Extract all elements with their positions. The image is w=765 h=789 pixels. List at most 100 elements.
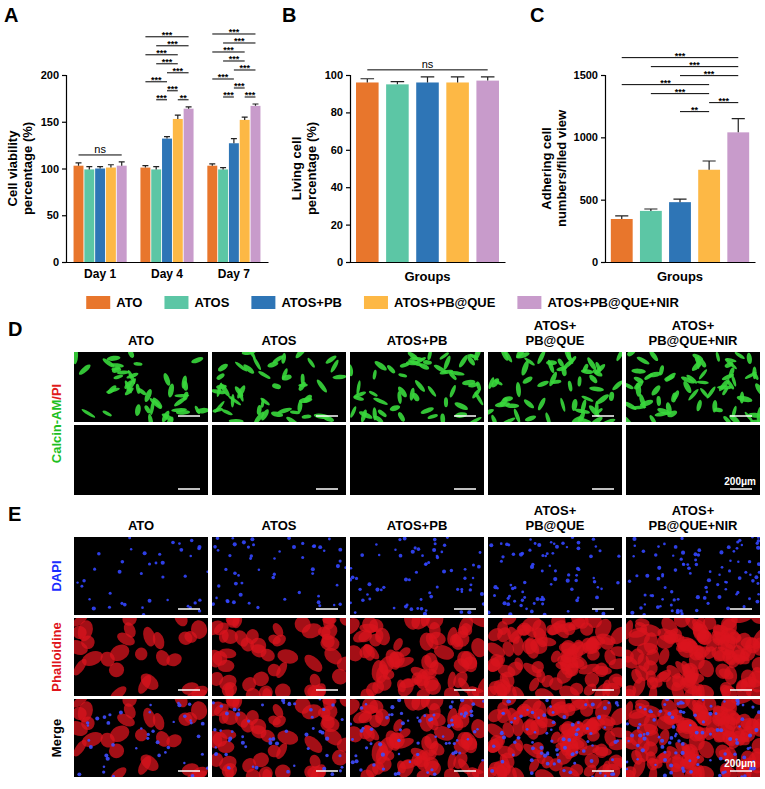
nucleus [537,543,541,547]
nucleus [476,728,479,731]
nucleus [456,739,459,742]
legend-label: ATOS+PB [281,295,342,310]
error-bar [220,168,226,170]
nucleus [550,541,553,544]
scale-bar [454,608,476,610]
nucleus [140,727,143,730]
column-header: ATOS+PB [387,333,448,348]
column-header-line: ATO [128,333,154,348]
nucleus [553,577,557,581]
nucleus [417,547,421,551]
y-axis-title: Cell viabilitypercentage (%) [5,122,35,215]
nucleus [189,555,192,558]
nucleus [737,561,739,563]
nucleus [679,710,683,714]
nucleus [589,732,592,735]
nucleus [566,579,570,583]
nucleus [88,598,90,600]
nucleus [709,733,712,736]
live-cell [502,352,513,363]
nucleus [472,577,474,579]
nucleus [252,543,255,546]
nucleus [592,577,594,579]
cytoskeleton [567,618,592,632]
error-bar [644,209,657,211]
cytoskeleton [501,640,516,658]
significance-label: *** [234,81,245,91]
cytoskeleton [459,702,474,718]
column-header-line: PB@QUE+NIR [649,518,738,533]
nucleus [660,739,664,743]
y-tick: 0 [337,256,350,268]
nucleus [490,769,494,773]
nucleus [108,713,111,716]
cytoskeleton [410,752,425,767]
nucleus [273,557,276,560]
nucleus [481,759,484,762]
cytoskeleton [692,725,712,741]
y-tick-mark [346,150,350,151]
cytoskeleton [359,618,381,636]
cytoskeleton [569,763,583,777]
legend: ATOATOSATOS+PBATOS+PB@QUEATOS+PB@QUE+NIR [86,295,679,310]
y-axis-line [601,76,606,263]
nucleus [102,770,105,773]
cytoskeleton [212,620,231,638]
cytoskeleton [376,653,397,677]
nucleus [552,711,555,714]
nucleus [311,567,315,571]
live-cell [237,389,245,403]
live-cell [252,410,265,422]
micrograph-background [350,425,484,495]
nucleus [726,606,730,610]
live-cell [196,407,208,414]
live-cell [418,362,430,371]
cytoskeleton [535,749,547,765]
nucleus [234,582,238,586]
nucleus [418,719,422,723]
nucleus [228,554,231,557]
nucleus [591,744,594,747]
live-cell [257,370,271,380]
cytoskeleton [219,679,240,696]
significance-label: *** [689,60,700,70]
nucleus [539,746,543,750]
micrograph [488,425,622,495]
panel-letter: C [530,4,544,26]
live-cell [536,379,549,388]
nucleus [354,754,357,757]
nucleus [554,569,557,572]
scale-bar-label: 200μm [724,476,756,487]
nucleus [615,701,619,705]
cytoskeleton [232,709,251,731]
nucleus [642,737,646,741]
nucleus [446,537,449,539]
nucleus [657,577,661,581]
nucleus [109,592,112,595]
live-cell [515,382,521,398]
nucleus [677,598,680,601]
cytoskeleton [718,699,741,715]
cytoskeleton [601,760,611,777]
live-cell [664,371,677,383]
nucleus [742,704,745,707]
column-header: ATOS+PB@QUE+NIR [649,503,738,533]
y-tick-mark [346,187,350,188]
nucleus [430,768,433,771]
nucleus [93,568,96,571]
nucleus [562,715,566,719]
live-cell [397,411,406,422]
nucleus [252,765,255,768]
live-cell [457,354,469,369]
nucleus [436,555,439,558]
nucleus [546,762,550,766]
significance-label: *** [229,27,240,37]
x-axis-line [351,262,506,263]
nucleus [663,751,666,754]
row-label-part: /PI [49,384,64,400]
nucleus [654,764,656,766]
cytoskeleton [423,652,439,670]
live-cell [372,369,377,380]
error-bar [391,82,405,85]
micrograph-cells [76,537,208,615]
